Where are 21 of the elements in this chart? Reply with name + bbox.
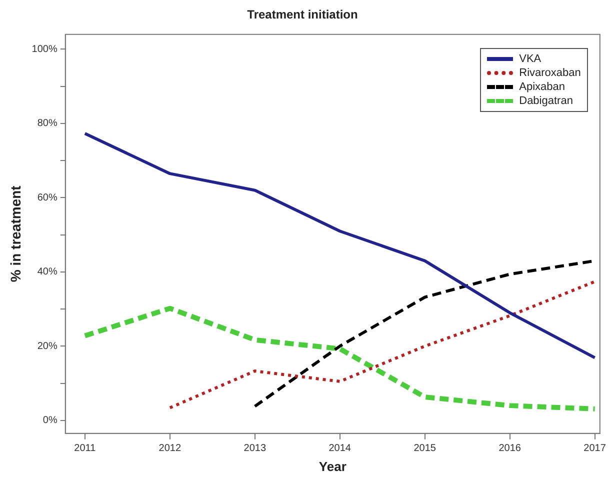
x-tick-label: 2012 — [158, 443, 182, 454]
y-tick-label: 0% — [42, 415, 58, 426]
x-tick-label: 2011 — [74, 443, 96, 454]
x-tick-label: 2016 — [498, 443, 522, 454]
x-tick-label: 2013 — [244, 443, 266, 454]
y-tick-label: 20% — [37, 340, 58, 352]
x-tick-label: 2014 — [328, 443, 352, 454]
legend-label: Apixaban — [519, 81, 565, 94]
x-tick-label: 2017 — [584, 443, 606, 454]
y-tick-label: 80% — [37, 118, 58, 130]
legend-label: VKA — [519, 53, 542, 66]
line-series — [168, 280, 596, 410]
legend-label: Rivaroxaban — [519, 67, 581, 80]
y-axis-title: % in treatment — [7, 185, 24, 282]
chart-title: Treatment initiation — [247, 8, 358, 22]
x-tick-label: 2015 — [414, 443, 436, 454]
y-tick-label: 40% — [37, 266, 58, 278]
y-tick-label: 100% — [32, 44, 58, 55]
x-axis-title: Year — [318, 458, 346, 474]
y-tick-label: 60% — [37, 192, 58, 204]
legend-label: Dabigatran — [519, 95, 573, 108]
